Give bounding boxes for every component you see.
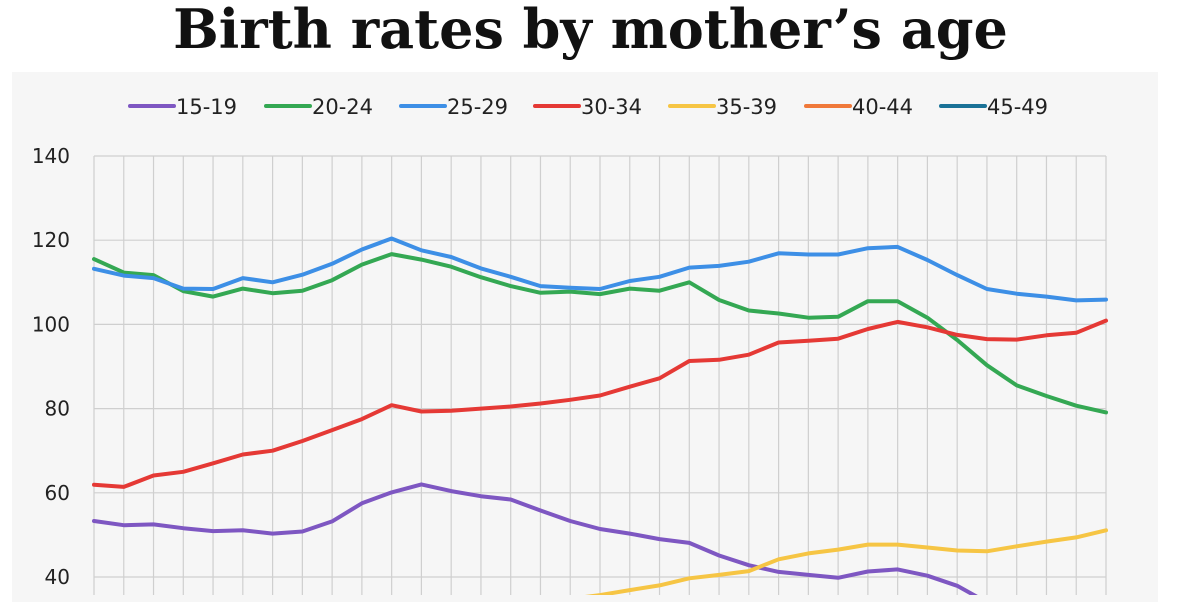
y-tick-label: 80 (45, 397, 70, 421)
legend-item-15-19: 15-19 (128, 95, 237, 119)
legend-label: 15-19 (176, 95, 237, 119)
series-lines (92, 236, 1108, 595)
y-axis-ticks: 40 60 80 100 120 140 (32, 144, 70, 589)
legend-label: 30-34 (581, 95, 642, 119)
legend-label: 40-44 (852, 95, 913, 119)
y-tick-label: 40 (45, 565, 70, 589)
y-tick-label: 100 (32, 312, 70, 336)
series-line-35-39 (584, 528, 1108, 595)
legend-item-40-44: 40-44 (804, 95, 913, 119)
legend-item-45-49: 45-49 (939, 95, 1048, 119)
legend-label: 35-39 (716, 95, 777, 119)
series-line-15-19 (92, 482, 978, 595)
series-line-25-29 (92, 236, 1108, 303)
legend-item-30-34: 30-34 (533, 95, 642, 119)
legend-item-35-39: 35-39 (668, 95, 777, 119)
y-tick-label: 120 (32, 228, 70, 252)
legend-label: 20-24 (312, 95, 373, 119)
y-tick-label: 60 (45, 481, 70, 505)
legend-label: 45-49 (987, 95, 1048, 119)
series-line-20-24 (92, 252, 1108, 415)
y-tick-label: 140 (32, 144, 70, 168)
legend-item-20-24: 20-24 (264, 95, 373, 119)
legend-item-25-29: 25-29 (399, 95, 508, 119)
legend: 15-19 20-24 25-29 30-34 35-39 40-44 45-49 (128, 95, 1048, 119)
series-line-30-34 (92, 318, 1108, 489)
chart-title: Birth rates by mother’s age (173, 0, 1008, 61)
legend-label: 25-29 (447, 95, 508, 119)
